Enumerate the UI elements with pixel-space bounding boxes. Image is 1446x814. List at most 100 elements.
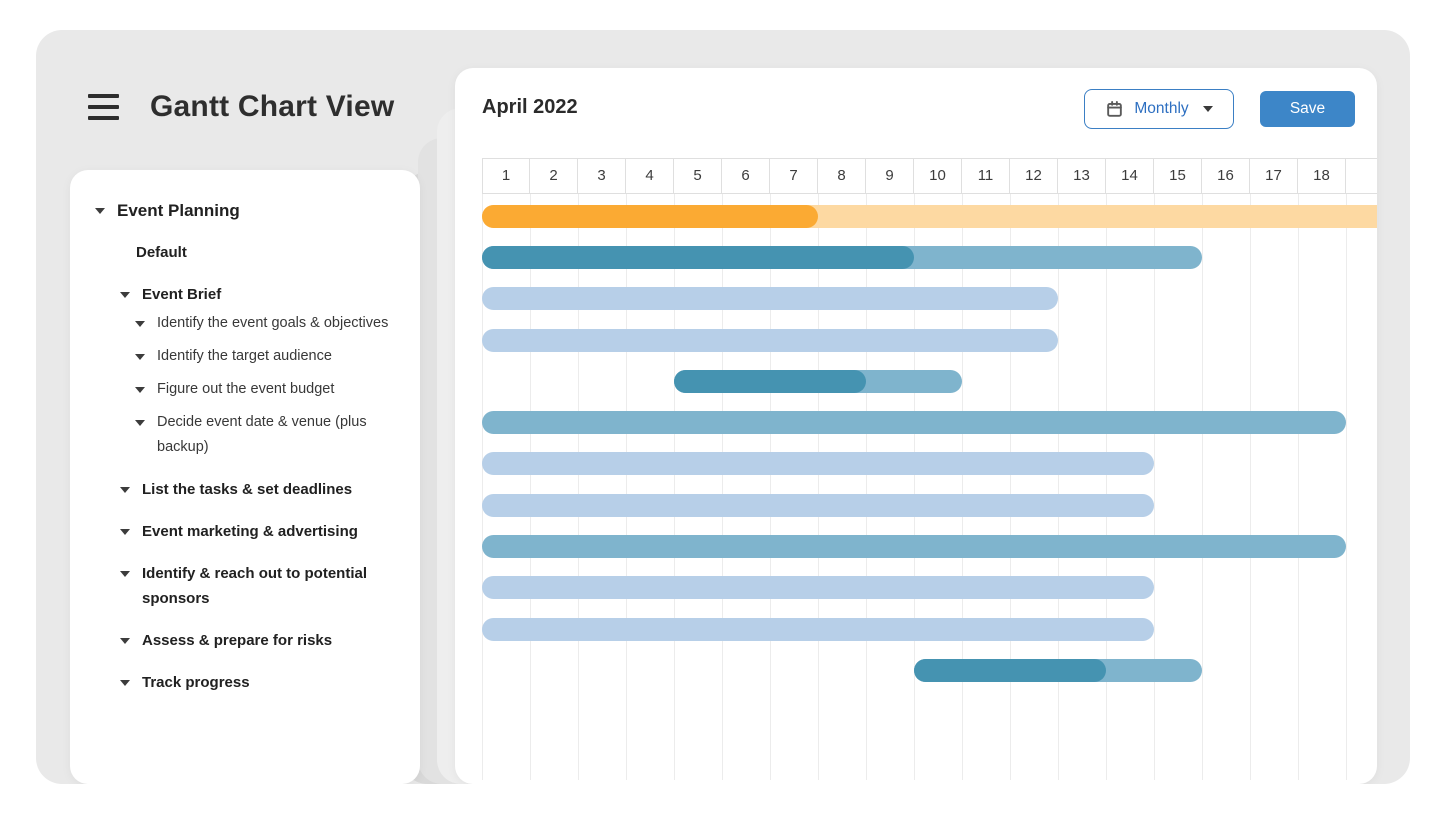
gridline [1298, 194, 1299, 780]
day-header-cell: 18 [1298, 158, 1346, 194]
collapse-arrow-icon[interactable] [135, 410, 157, 426]
calendar-icon [1107, 100, 1123, 117]
day-header-row: 1 2 3 4 5 6 7 8 9 10 11 12 13 14 15 16 17 18 [482, 158, 1377, 194]
tree-item[interactable]: Figure out the event budget [70, 377, 414, 402]
tree-item-label: Identify & reach out to potential sponso… [142, 565, 368, 607]
collapse-arrow-icon[interactable] [120, 282, 142, 298]
hamburger-bar [88, 94, 119, 98]
gridline [1250, 194, 1251, 780]
tree-item[interactable]: Identify the target audience [70, 344, 414, 369]
tree-item[interactable]: Event marketing & advertising [70, 519, 414, 544]
collapse-arrow-icon[interactable] [135, 377, 157, 393]
tree-item[interactable]: Assess & prepare for risks [70, 628, 414, 653]
gridline [578, 194, 579, 780]
collapse-arrow-icon[interactable] [120, 628, 142, 644]
gantt-bar[interactable] [482, 411, 1346, 434]
gantt-bar[interactable] [482, 246, 1202, 269]
triangle-down-icon [120, 680, 130, 686]
tree-item-label: List the tasks & set deadlines [142, 481, 353, 498]
gantt-bar[interactable] [482, 452, 1154, 475]
day-header-cell: 16 [1202, 158, 1250, 194]
tree-item[interactable]: Identify & reach out to potential sponso… [70, 561, 414, 611]
gridline [674, 194, 675, 780]
collapse-arrow-icon[interactable] [120, 477, 142, 493]
tree-item-label: Event Brief [142, 286, 222, 303]
triangle-down-icon [120, 638, 130, 644]
gantt-bar-progress [482, 205, 818, 228]
day-header-cell: 15 [1154, 158, 1202, 194]
gantt-bar-progress [482, 246, 914, 269]
chevron-down-icon [1202, 106, 1213, 112]
app-frame: Gantt Chart View Event Planning Default Ev… [36, 30, 1410, 784]
tree-item[interactable]: Identify the event goals & objectives [70, 311, 414, 336]
gridline [1202, 194, 1203, 780]
gridline [770, 194, 771, 780]
day-header-cell: 8 [818, 158, 866, 194]
tree-item[interactable]: Event Brief [70, 282, 414, 307]
tree-item-label: Decide event date & venue (plus backup) [157, 414, 367, 455]
day-header-cell: 3 [578, 158, 626, 194]
hamburger-menu-icon[interactable] [88, 94, 119, 120]
gridline [626, 194, 627, 780]
tree-item[interactable]: Default [70, 240, 414, 265]
gantt-grid [455, 194, 1377, 780]
gridline [914, 194, 915, 780]
day-header-cell: 1 [482, 158, 530, 194]
day-header-cell: 17 [1250, 158, 1298, 194]
triangle-down-icon [120, 487, 130, 493]
day-header-cell: 5 [674, 158, 722, 194]
day-header-cell: 11 [962, 158, 1010, 194]
gantt-bar[interactable] [482, 535, 1346, 558]
collapse-arrow-icon[interactable] [120, 561, 142, 577]
tree-item-label: Identify the event goals & objectives [157, 315, 389, 331]
tree-item-label: Event Planning [117, 201, 240, 220]
view-mode-value: Monthly [1134, 100, 1189, 117]
gridline [722, 194, 723, 780]
view-mode-dropdown[interactable]: Monthly [1084, 89, 1234, 129]
triangle-down-icon [135, 387, 145, 393]
collapse-arrow-icon[interactable] [120, 519, 142, 535]
day-header-cell-empty [1346, 158, 1377, 194]
month-title: April 2022 [482, 96, 578, 118]
tree-item-label: Figure out the event budget [157, 381, 335, 397]
gantt-bar[interactable] [674, 370, 962, 393]
tree-item[interactable]: Decide event date & venue (plus backup) [70, 410, 414, 460]
tree-item-label: Default [136, 244, 187, 261]
tree-item-label: Track progress [142, 674, 250, 691]
tree-item[interactable]: Track progress [70, 670, 414, 695]
day-header-cell: 12 [1010, 158, 1058, 194]
day-header-cell: 6 [722, 158, 770, 194]
gridline [962, 194, 963, 780]
page-title: Gantt Chart View [150, 90, 395, 123]
day-header-cell: 14 [1106, 158, 1154, 194]
tree-item[interactable]: List the tasks & set deadlines [70, 477, 414, 502]
collapse-arrow-icon[interactable] [135, 311, 157, 327]
gantt-bar-progress [914, 659, 1106, 682]
gridline [1154, 194, 1155, 780]
tree-item[interactable]: Event Planning [70, 198, 414, 223]
gantt-bar[interactable] [482, 576, 1154, 599]
gantt-bar[interactable] [482, 329, 1058, 352]
collapse-arrow-icon[interactable] [95, 198, 117, 214]
gridline [1106, 194, 1107, 780]
tree-item-label: Event marketing & advertising [142, 523, 358, 540]
task-tree: Event Planning Default Event Brief Identify… [70, 198, 414, 695]
tree-item-label: Identify the target audience [157, 348, 332, 364]
gantt-bar[interactable] [482, 287, 1058, 310]
gantt-bar-progress [674, 370, 866, 393]
gridline [1010, 194, 1011, 780]
gantt-bar[interactable] [482, 494, 1154, 517]
gantt-bar[interactable] [482, 205, 1377, 228]
collapse-arrow-icon[interactable] [135, 344, 157, 360]
day-header-cell: 4 [626, 158, 674, 194]
triangle-down-icon [135, 420, 145, 426]
triangle-down-icon [135, 354, 145, 360]
collapse-arrow-icon[interactable] [120, 670, 142, 686]
day-header-cell: 9 [866, 158, 914, 194]
hamburger-bar [88, 116, 119, 120]
gantt-bar[interactable] [482, 618, 1154, 641]
save-button[interactable]: Save [1260, 91, 1355, 127]
gantt-bar[interactable] [914, 659, 1202, 682]
gridline [1058, 194, 1059, 780]
gridline [1346, 194, 1347, 780]
